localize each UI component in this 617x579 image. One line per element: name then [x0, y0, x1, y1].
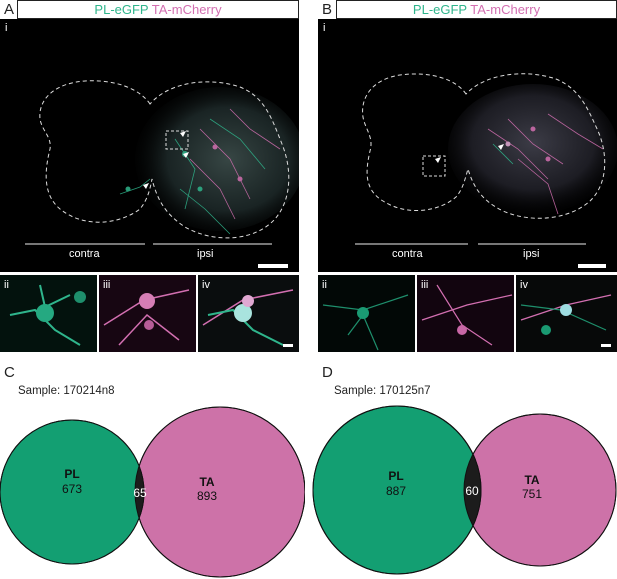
panel-a-section-svg	[25, 80, 299, 268]
panel-a-label-i: i	[5, 22, 8, 34]
panel-b-main-image: i contra ipsi	[318, 19, 617, 272]
panel-b-section-svg	[355, 73, 617, 268]
panel-d-ta-count: 751	[522, 487, 542, 501]
panel-b-ipsi-label: ipsi	[523, 248, 540, 260]
panel-b-inset-iii-svg	[421, 284, 513, 346]
panel-b-header-pl-egfp: PL-eGFP	[412, 2, 467, 17]
panel-b-arrowhead	[498, 144, 504, 150]
panel-c-ta-circle	[134, 406, 305, 578]
panel-b-inset-iii: iii	[417, 275, 514, 352]
panel-a-letter: A	[4, 1, 15, 18]
panel-b-letter: B	[322, 1, 333, 18]
panel-d-overlap-count: 60	[465, 484, 479, 498]
panel-a-section-outline	[39, 80, 290, 239]
panel-b-zoom-box	[422, 155, 446, 177]
panel-a-inset-ii-svg	[9, 284, 86, 346]
panel-a-inset-ii: ii	[0, 275, 97, 352]
panel-a-header: PL-eGFP TA-mCherry	[17, 0, 299, 19]
panel-b-inset-iv-svg	[520, 294, 612, 347]
panel-a-inset-iv-svg	[202, 289, 294, 347]
panel-d-venn: PL 887 60 TA 751	[312, 405, 617, 575]
panel-d-sample-label: Sample: 170125n7	[334, 385, 431, 397]
panel-a-neurons	[119, 108, 281, 235]
panel-b-ipsi-signal	[448, 84, 617, 214]
panel-a-inset-iii: iii	[99, 275, 196, 352]
panel-a-zoom-box	[165, 130, 189, 150]
panel-c-pl-count: 673	[62, 482, 82, 496]
panel-a-inset-ii-label: ii	[4, 279, 9, 291]
panel-c-ta-label: TA	[199, 475, 214, 489]
panel-c-letter: C	[4, 364, 15, 381]
panel-a-scale-bar	[258, 264, 288, 268]
panel-b-label-i: i	[323, 22, 326, 34]
panel-a-main-image: i contra ipsi	[0, 19, 299, 272]
panel-a-inset-iv: iv	[198, 275, 299, 352]
panel-a-inset-iii-svg	[103, 289, 190, 346]
panel-c-pl-label: PL	[64, 467, 79, 481]
panel-a-contra-label: contra	[69, 248, 100, 260]
panel-a-arrowhead	[180, 131, 186, 137]
panel-b-inset-ii: ii	[318, 275, 415, 352]
panel-b-header: PL-eGFP TA-mCherry	[336, 0, 617, 19]
panel-b-inset-iv-label: iv	[520, 279, 528, 291]
panel-a-ipsi-signal	[135, 87, 299, 231]
panel-a-header-ta-mcherry: TA-mCherry	[151, 2, 222, 17]
panel-b-inset-iv: iv	[516, 275, 617, 352]
panel-c-ta-count: 893	[197, 489, 217, 503]
panel-a-inset-iii-label: iii	[103, 279, 111, 291]
panel-a-arrowhead	[143, 183, 149, 189]
panel-a-inset-iv-label: iv	[202, 279, 210, 291]
panel-b-inset-ii-label: ii	[322, 279, 327, 291]
panel-a-arrowhead	[183, 152, 189, 158]
panel-c-venn: PL 673 65 TA 893	[0, 406, 305, 578]
panel-d-pl-label: PL	[388, 469, 403, 483]
panel-b-scale-bar	[578, 264, 606, 268]
panel-b-header-ta-mcherry: TA-mCherry	[470, 2, 541, 17]
panel-a-ipsi-label: ipsi	[197, 248, 214, 260]
panel-c-overlap-count: 65	[133, 486, 147, 500]
panel-b-inset-ii-svg	[322, 294, 409, 351]
panel-c-sample-label: Sample: 170214n8	[18, 385, 115, 397]
panel-d-pl-count: 887	[386, 484, 406, 498]
panel-a-header-pl-egfp: PL-eGFP	[94, 2, 149, 17]
panel-d-letter: D	[322, 364, 333, 381]
panel-d-ta-label: TA	[524, 473, 539, 487]
panel-b-inset-iii-label: iii	[421, 279, 429, 291]
panel-b-arrowhead	[435, 157, 441, 163]
panel-b-neurons	[487, 113, 604, 215]
panel-b-section-outline	[362, 73, 606, 219]
panel-b-contra-label: contra	[392, 248, 423, 260]
